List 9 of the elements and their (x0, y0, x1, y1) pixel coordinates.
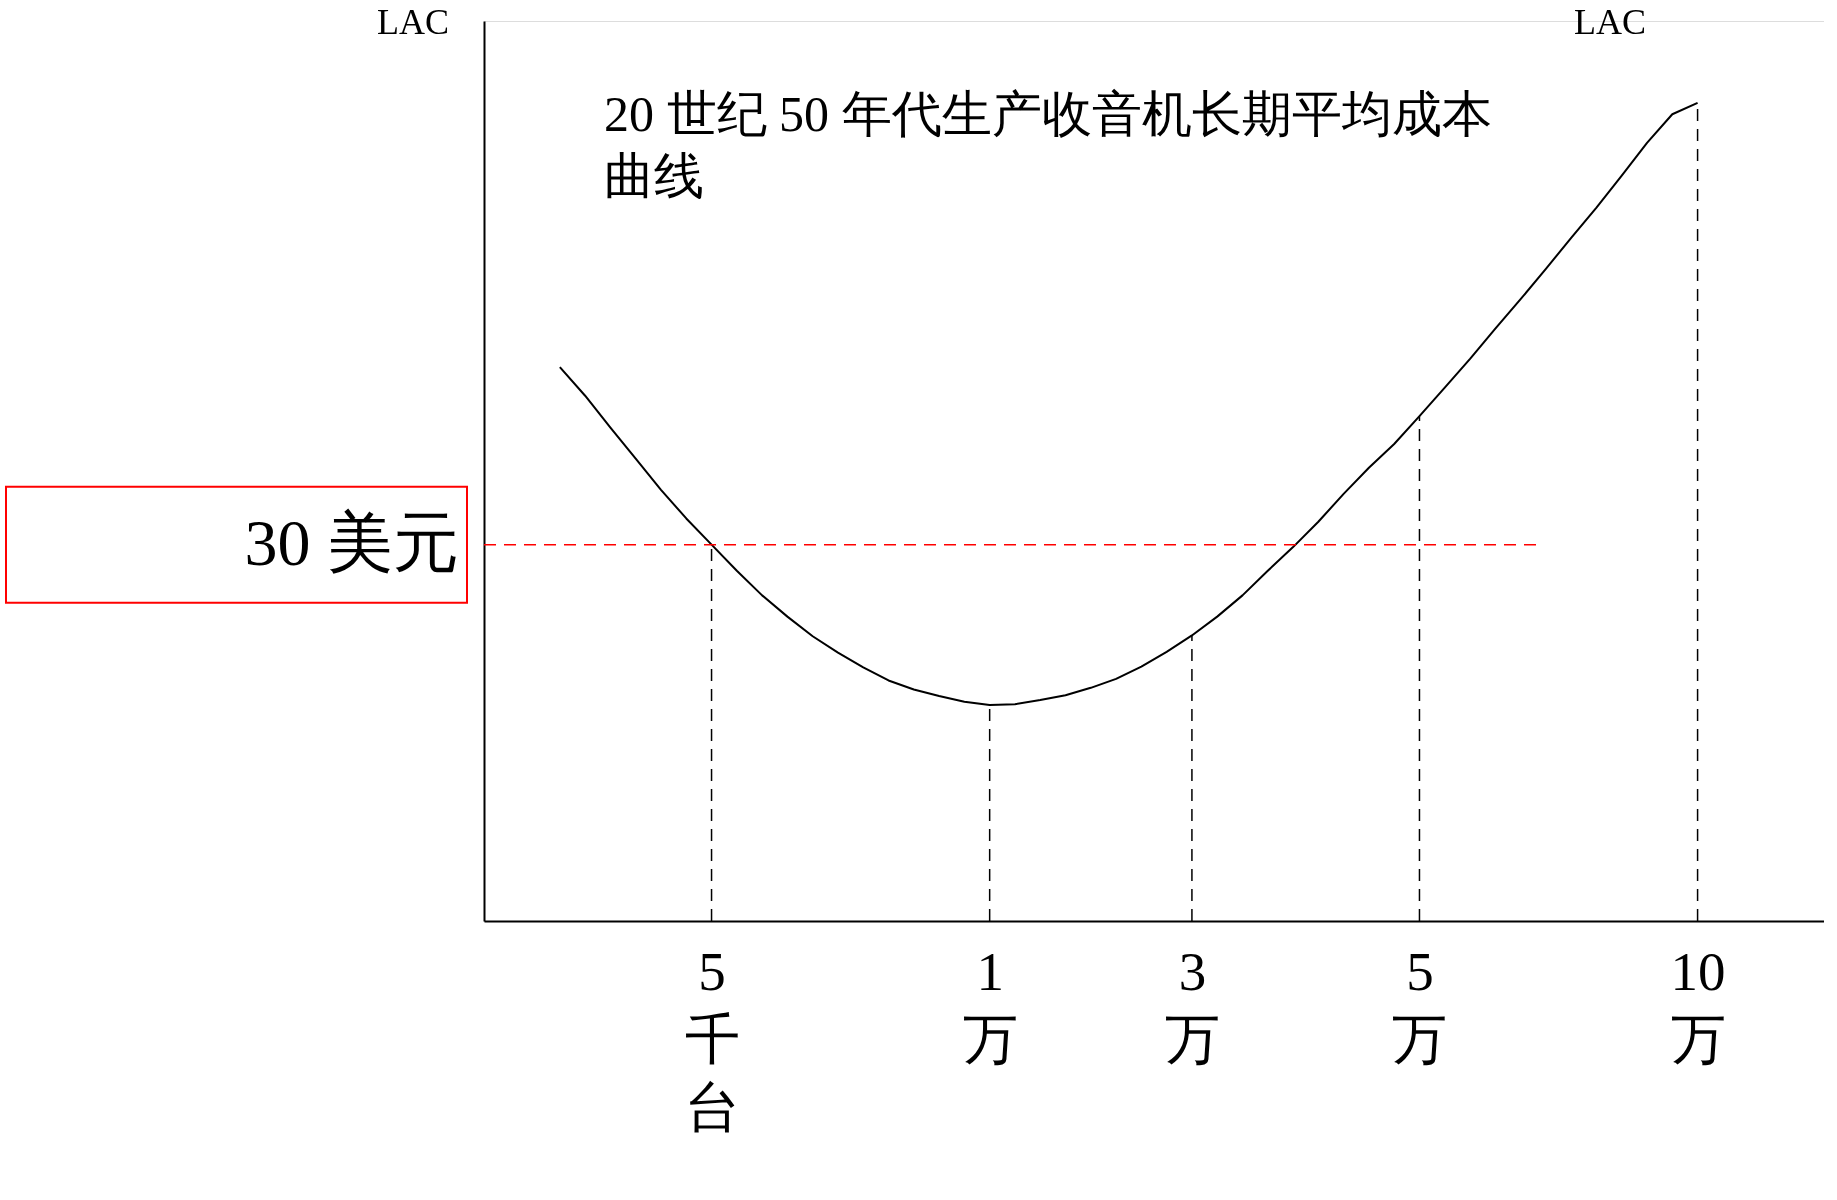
ref-line-label: 30 美元 (244, 505, 459, 579)
x-tick-label: 5千台 (684, 940, 740, 1138)
y-axis-title: LAC (1574, 2, 1646, 42)
text: LAC (377, 2, 449, 42)
chart-title: 20 世纪 50 年代生产收音机长期平均成本曲线 (604, 86, 1492, 204)
x-tick-label: 1 万 (962, 940, 1018, 1070)
x-tick-label: 10 万 (1670, 940, 1726, 1070)
x-tick-label: 5 万 (1392, 940, 1448, 1070)
x-tick-label: 3 万 (1164, 940, 1220, 1070)
